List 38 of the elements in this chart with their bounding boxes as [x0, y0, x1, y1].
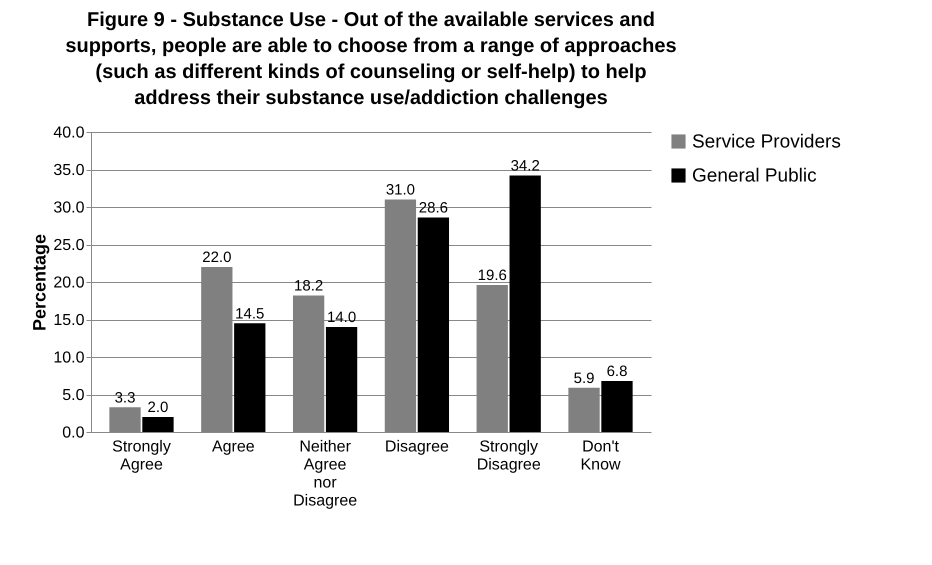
- x-tick-label: Don't Know: [580, 438, 621, 474]
- bar: [109, 407, 141, 432]
- x-tick-label: Strongly Agree: [112, 438, 171, 474]
- data-label: 6.8: [606, 363, 628, 380]
- x-tick-label: Neither Agree nor Disagree: [293, 438, 358, 510]
- y-axis-title: Percentage: [29, 234, 50, 332]
- y-tick-label: 40.0: [53, 124, 85, 142]
- data-label: 5.9: [574, 370, 594, 387]
- bar: [510, 176, 541, 432]
- x-tick-label: Agree: [212, 438, 255, 456]
- data-label: 34.2: [510, 158, 540, 174]
- x-tick-label: Disagree: [384, 438, 450, 456]
- y-tick-label: 35.0: [53, 162, 85, 179]
- data-label: 18.2: [294, 278, 324, 294]
- y-tick-label: 5.0: [62, 387, 85, 404]
- bar: [326, 327, 358, 432]
- y-tick-label: 30.0: [53, 200, 85, 216]
- legend-label: General Public: [692, 166, 817, 186]
- data-label: 22.0: [202, 249, 232, 266]
- y-tick-label: 25.0: [53, 237, 85, 254]
- legend-label: Service Providers: [692, 132, 841, 152]
- data-label: 2.0: [148, 399, 168, 416]
- bar: [234, 323, 266, 432]
- data-label: 31.0: [386, 182, 416, 198]
- bar: [601, 381, 633, 432]
- y-tick-label: 10.0: [53, 350, 85, 366]
- data-label: 28.6: [418, 200, 448, 216]
- bar: [418, 218, 450, 432]
- data-label: 14.0: [326, 309, 356, 326]
- data-label: 14.5: [235, 305, 264, 322]
- y-tick-label: 0.0: [62, 424, 85, 442]
- y-tick-label: 15.0: [53, 312, 85, 329]
- bar: [142, 417, 174, 432]
- data-label: 3.3: [114, 389, 136, 406]
- data-label: 19.6: [478, 267, 507, 284]
- y-tick-label: 20.0: [53, 274, 85, 292]
- x-tick-label: Strongly Disagree: [476, 438, 541, 474]
- chart-title: Figure 9 - Substance Use - Out of the available services and supports, people are able to choose from a range of approaches (such as different kinds of counseling or self-help) to help address their substance use/addiction challenges: [65, 9, 677, 109]
